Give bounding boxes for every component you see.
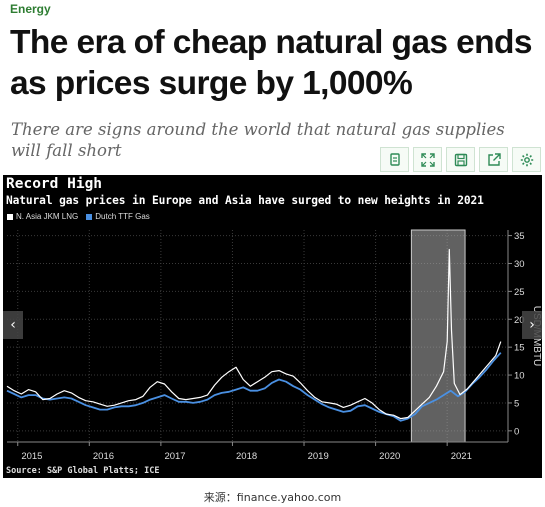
save-icon: [454, 153, 467, 166]
x-tick-label: 2021: [451, 451, 472, 462]
gear-icon: [520, 153, 533, 166]
image-caption: 来源：finance.yahoo.com: [203, 491, 342, 504]
copy-icon: [389, 152, 400, 166]
legend-item-ttf: Dutch TTF Gas: [86, 212, 150, 221]
y-tick-label: 30: [514, 259, 525, 270]
x-tick-label: 2020: [379, 451, 400, 462]
settings-button[interactable]: [512, 147, 541, 172]
y-tick-label: 15: [514, 343, 525, 354]
share-icon: [487, 152, 501, 166]
x-tick-label: 2015: [21, 451, 42, 462]
y-tick-label: 25: [514, 287, 525, 298]
chart-source: Source: S&P Global Platts; ICE: [6, 466, 160, 476]
legend-label-ttf: Dutch TTF Gas: [95, 212, 150, 221]
category-label[interactable]: Energy: [10, 2, 51, 16]
article-headline: The era of cheap natural gas ends as pri…: [10, 24, 533, 102]
series-line-jkm: [6, 248, 502, 420]
chart-plot: 05101520253035USD/MMBTU20152016201720182…: [6, 229, 542, 462]
expand-icon: [420, 152, 435, 167]
chart-legend: N. Asia JKM LNG Dutch TTF Gas: [7, 212, 150, 221]
x-tick-label: 2016: [93, 451, 114, 462]
legend-swatch-ttf: [86, 213, 93, 220]
y-tick-label: 10: [514, 371, 525, 382]
legend-label-jkm: N. Asia JKM LNG: [16, 212, 79, 221]
x-tick-label: 2019: [308, 451, 329, 462]
chart-title: Record High: [6, 176, 103, 192]
image-toolbar: [380, 147, 541, 172]
series-line-ttf: [6, 352, 502, 422]
y-tick-label: 5: [514, 398, 519, 409]
next-image-button[interactable]: ›: [522, 311, 542, 339]
legend-item-jkm: N. Asia JKM LNG: [7, 212, 78, 221]
x-tick-label: 2018: [236, 451, 257, 462]
article-subheadline: There are signs around the world that na…: [11, 120, 505, 160]
legend-swatch-jkm: [7, 213, 13, 220]
y-tick-label: 0: [514, 426, 519, 437]
y-tick-label: 20: [514, 315, 525, 326]
copy-button[interactable]: [380, 147, 409, 172]
save-button[interactable]: [446, 147, 475, 172]
highlight-region: [410, 229, 466, 443]
previous-image-button[interactable]: ‹: [3, 311, 23, 339]
y-tick-label: 35: [514, 231, 525, 242]
x-tick-label: 2017: [164, 451, 185, 462]
chart-subtitle: Natural gas prices in Europe and Asia ha…: [6, 194, 484, 207]
share-button[interactable]: [479, 147, 508, 172]
expand-button[interactable]: [413, 147, 442, 172]
chart-figure: 05101520253035USD/MMBTU20152016201720182…: [3, 175, 542, 478]
